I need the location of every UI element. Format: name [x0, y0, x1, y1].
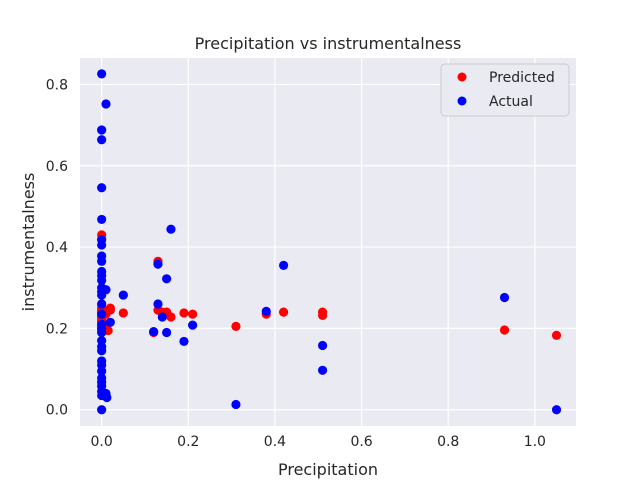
data-point-actual	[97, 346, 107, 356]
x-tick-label: 1.0	[524, 434, 546, 450]
data-point-actual	[153, 259, 163, 269]
data-point-actual	[105, 317, 115, 327]
data-point-actual	[97, 69, 107, 79]
y-tick-labels: 0.0 0.2 0.4 0.6 0.8	[46, 77, 68, 418]
series-actual	[97, 69, 562, 415]
y-tick-label: 0.6	[46, 159, 68, 175]
data-point-predicted	[179, 308, 189, 318]
x-tick-label: 0.2	[177, 434, 199, 450]
chart-title: Precipitation vs instrumentalness	[195, 34, 462, 53]
data-point-actual	[261, 306, 271, 316]
x-tick-labels: 0.0 0.2 0.4 0.6 0.8 1.0	[91, 434, 546, 450]
data-point-actual	[97, 183, 107, 193]
data-point-predicted	[551, 330, 562, 340]
data-point-predicted	[317, 310, 328, 320]
legend-marker-actual	[457, 96, 467, 106]
data-point-actual	[97, 240, 107, 250]
data-point-actual	[97, 327, 107, 338]
data-point-actual	[317, 340, 328, 351]
data-point-predicted	[105, 303, 115, 313]
data-point-actual	[551, 405, 562, 415]
data-point-actual	[317, 365, 328, 375]
y-axis-label: instrumentalness	[19, 173, 38, 312]
data-point-actual	[499, 292, 510, 303]
data-point-actual	[101, 99, 111, 109]
x-tick-label: 0.8	[437, 434, 459, 450]
data-point-actual	[97, 214, 107, 225]
data-point-actual	[97, 275, 107, 286]
data-point-actual	[162, 327, 172, 338]
data-point-actual	[102, 392, 112, 403]
data-point-actual	[162, 274, 172, 284]
data-point-predicted	[188, 309, 198, 319]
data-point-actual	[188, 320, 198, 330]
legend-marker-predicted	[457, 72, 467, 82]
data-point-actual	[97, 366, 107, 376]
y-tick-label: 0.4	[46, 240, 68, 256]
data-point-actual	[101, 285, 111, 295]
data-point-actual	[153, 299, 163, 309]
data-point-actual	[166, 224, 176, 234]
data-point-actual	[278, 260, 289, 270]
data-point-actual	[157, 312, 167, 322]
x-tick-label: 0.6	[350, 434, 372, 450]
data-point-actual	[149, 327, 159, 337]
data-point-actual	[97, 125, 107, 135]
data-point-predicted	[166, 312, 176, 322]
data-point-actual	[97, 135, 107, 145]
x-tick-label: 0.0	[91, 434, 113, 450]
grid-lines	[80, 58, 576, 426]
y-tick-label: 0.2	[46, 321, 68, 337]
data-point-actual	[97, 309, 107, 319]
data-point-actual	[97, 256, 107, 266]
data-point-predicted	[499, 325, 510, 335]
legend-label-actual: Actual	[489, 94, 533, 110]
data-point-predicted	[118, 308, 128, 318]
legend: Predicted Actual	[440, 63, 570, 117]
data-point-predicted	[278, 307, 289, 317]
y-tick-label: 0.0	[46, 403, 68, 419]
y-tick-label: 0.8	[46, 77, 68, 93]
data-point-actual	[118, 290, 128, 300]
data-point-predicted	[231, 321, 241, 331]
data-points	[97, 69, 562, 415]
x-tick-label: 0.4	[264, 434, 286, 450]
data-point-actual	[231, 399, 241, 410]
legend-box	[440, 63, 570, 117]
data-point-actual	[97, 405, 107, 415]
data-point-actual	[179, 336, 189, 347]
plot-area	[80, 58, 576, 426]
legend-label-predicted: Predicted	[489, 70, 555, 86]
data-point-actual	[97, 299, 107, 309]
x-axis-label: Precipitation	[278, 460, 378, 479]
